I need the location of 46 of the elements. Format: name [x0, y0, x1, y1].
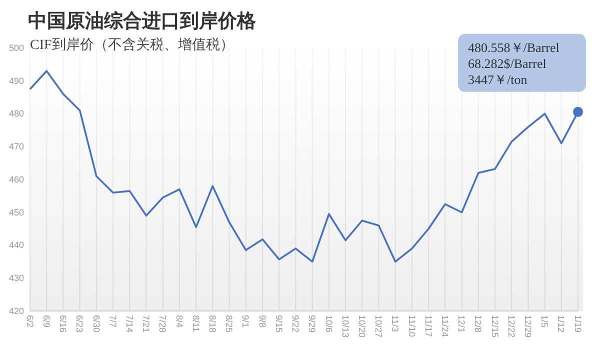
- y-tick-label: 480: [8, 108, 24, 119]
- annotation: 480.558￥/Barrel 68.282$/Barrel 3447￥/ton: [468, 40, 560, 87]
- x-tick-label: 1/5: [540, 315, 550, 328]
- x-tick-label: 8/18: [208, 315, 218, 333]
- x-tick-label: 7/14: [124, 315, 134, 333]
- x-tick-label: 12/15: [490, 315, 500, 338]
- y-tick-label: 490: [8, 76, 24, 86]
- x-tick-label: 1/19: [572, 315, 583, 333]
- y-tick-label: 420: [8, 306, 24, 316]
- y-tick-label: 440: [8, 240, 24, 250]
- y-tick-label: 430: [8, 273, 24, 284]
- x-tick-label: 7/28: [158, 315, 168, 333]
- chart-subtitle: CIF到岸价（不含关税、增值税）: [30, 37, 234, 53]
- x-tick-label: 10/20: [356, 315, 367, 338]
- x-tick-label: 10/27: [374, 315, 384, 338]
- x-tick-label: 9/29: [307, 315, 318, 333]
- y-tick-label: 450: [8, 207, 24, 218]
- x-tick-label: 6/23: [74, 315, 85, 333]
- x-tick-label: 10/13: [340, 315, 350, 338]
- x-tick-label: 8/4: [174, 315, 184, 328]
- x-tick-label: 12/8: [473, 315, 484, 333]
- x-tick-label: 12/22: [506, 315, 516, 338]
- x-tick-label: 11/17: [423, 315, 434, 337]
- x-tick-label: 10/6: [324, 315, 334, 333]
- x-tick-label: 6/2: [24, 315, 35, 328]
- x-tick-label: 7/7: [108, 315, 118, 328]
- x-tick-label: 12/1: [456, 315, 467, 333]
- x-tick-label: 1/12: [556, 315, 566, 333]
- x-tick-label: 12/29: [523, 315, 534, 338]
- x-tick-label: 6/9: [41, 315, 52, 328]
- x-tick-label: 11/3: [390, 315, 400, 332]
- y-tick-label: 500: [8, 42, 24, 53]
- x-tick-label: 8/25: [224, 315, 234, 333]
- x-tick-label: 9/1: [240, 315, 251, 328]
- x-tick-label: 9/22: [290, 315, 301, 333]
- y-tick-label: 470: [8, 142, 24, 152]
- x-tick-label: 11/10: [406, 315, 417, 337]
- chart-title: 中国原油综合进口到岸价格: [28, 10, 257, 32]
- x-tick-label: 11/24: [440, 315, 450, 337]
- x-tick-label: 9/8: [257, 315, 268, 328]
- x-tick-label: 9/15: [274, 315, 284, 333]
- x-tick-label: 6/16: [58, 315, 68, 333]
- x-tick-label: 6/30: [91, 315, 102, 333]
- y-tick-label: 460: [8, 174, 24, 184]
- x-tick-label: 7/21: [141, 315, 152, 333]
- x-tick-label: 8/11: [190, 315, 201, 332]
